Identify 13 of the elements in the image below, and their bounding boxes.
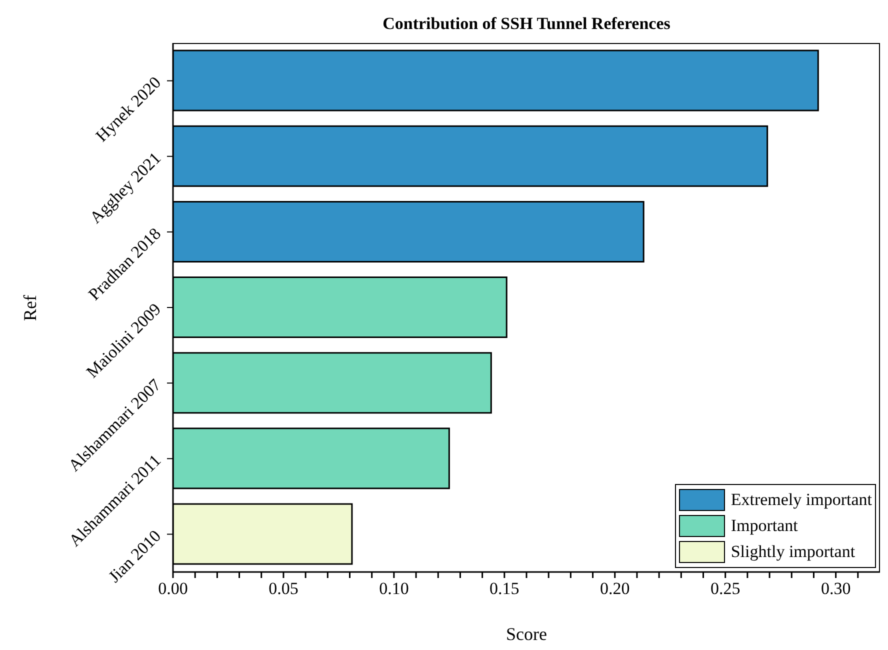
x-tick-label: 0.05	[268, 579, 298, 598]
legend-label: Important	[730, 516, 798, 536]
chart-title: Contribution of SSH Tunnel References	[382, 14, 672, 34]
x-axis-title: Score	[506, 624, 547, 644]
x-tick-label: 0.30	[820, 579, 851, 598]
x-tick-label: 0.10	[379, 579, 409, 598]
y-axis-title: Ref	[20, 294, 41, 322]
legend-label: Extremely important	[730, 490, 872, 510]
x-tick-label: 0.00	[158, 579, 188, 598]
x-tick-label: 0.15	[490, 579, 520, 598]
x-tick-label: 0.20	[600, 579, 630, 598]
x-tick-label: 0.25	[710, 579, 740, 598]
legend-label: Slightly important	[730, 542, 856, 562]
